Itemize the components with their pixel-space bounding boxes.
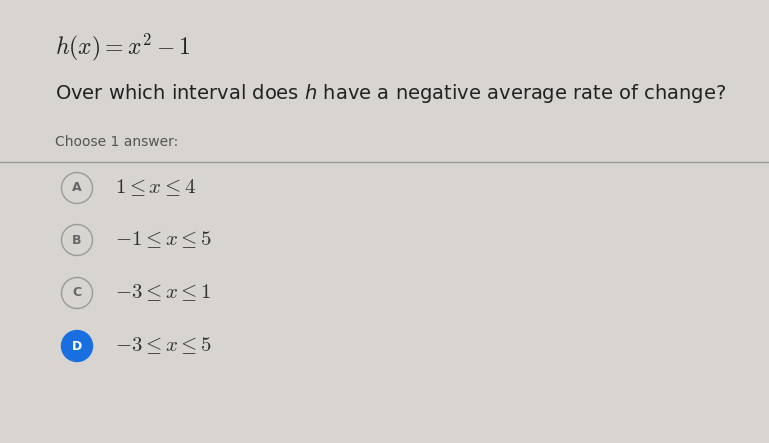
Text: C: C [72, 287, 82, 299]
Text: $-3 \leq x \leq 5$: $-3 \leq x \leq 5$ [115, 336, 212, 356]
Text: B: B [72, 233, 82, 246]
Text: $h(x) = x^2 - 1$: $h(x) = x^2 - 1$ [55, 32, 191, 63]
Text: Choose 1 answer:: Choose 1 answer: [55, 135, 178, 149]
Text: A: A [72, 182, 82, 194]
Circle shape [62, 330, 92, 361]
Circle shape [62, 225, 92, 256]
Text: $-3 \leq x \leq 1$: $-3 \leq x \leq 1$ [115, 283, 211, 303]
Text: Over which interval does $h$ have a negative average rate of change?: Over which interval does $h$ have a nega… [55, 82, 726, 105]
Text: D: D [72, 339, 82, 353]
Text: $1 \leq x \leq 4$: $1 \leq x \leq 4$ [115, 178, 196, 198]
Text: $-1 \leq x \leq 5$: $-1 \leq x \leq 5$ [115, 229, 212, 250]
Circle shape [62, 277, 92, 308]
Circle shape [62, 172, 92, 203]
